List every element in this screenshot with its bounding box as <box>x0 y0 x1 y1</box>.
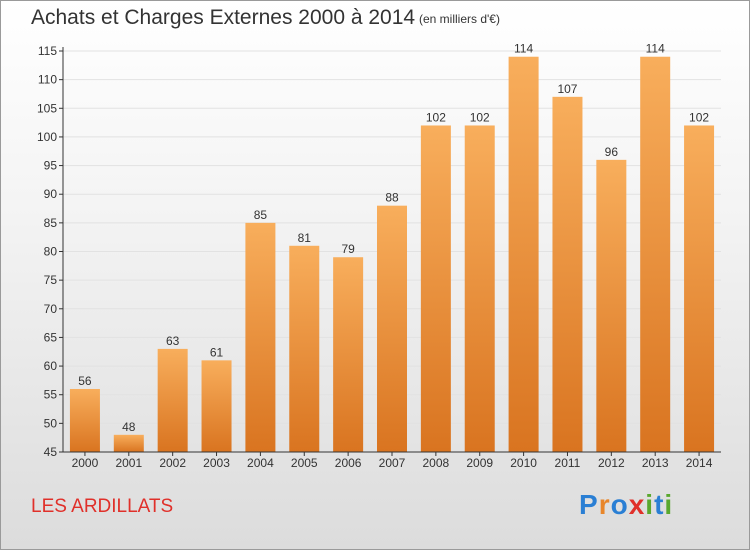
bar-value-label: 107 <box>557 82 577 96</box>
bar-value-label: 81 <box>298 231 312 245</box>
logo-letter: P <box>579 489 599 520</box>
bar-value-label: 102 <box>689 110 709 124</box>
bar <box>245 222 276 452</box>
x-tick-label: 2001 <box>115 456 142 470</box>
x-tick-label: 2005 <box>291 456 318 470</box>
logo-letter: o <box>610 489 629 520</box>
y-tick-label: 60 <box>44 359 58 373</box>
y-tick-label: 105 <box>37 101 57 115</box>
x-tick-label: 2013 <box>642 456 669 470</box>
x-tick-label: 2012 <box>598 456 625 470</box>
data-labels: 56 48 63 61 85 81 79 88 102 102 114 107 96 114 102 <box>78 42 709 434</box>
bar-value-label: 63 <box>166 334 180 348</box>
bar <box>420 125 451 452</box>
bar-value-label: 102 <box>426 110 446 124</box>
y-tick-label: 80 <box>44 245 58 259</box>
commune-name: LES ARDILLATS <box>31 496 174 517</box>
bar-value-label: 79 <box>341 242 355 256</box>
bar <box>69 388 100 452</box>
logo-letter: i <box>645 489 655 520</box>
y-tick-label: 90 <box>44 187 58 201</box>
chart-title: Achats et Charges Externes 2000 à 2014 <box>31 6 416 29</box>
bar <box>157 348 188 452</box>
bar-value-label: 85 <box>254 208 268 222</box>
y-tick-label: 55 <box>44 388 58 402</box>
bar <box>289 245 320 452</box>
y-tick-label: 45 <box>44 445 58 459</box>
bar-value-label: 102 <box>470 110 490 124</box>
x-tick-label: 2004 <box>247 456 274 470</box>
bar-value-label: 88 <box>385 191 399 205</box>
x-tick-label: 2011 <box>555 456 581 470</box>
x-tick-label: 2003 <box>203 456 230 470</box>
x-tick-label: 2007 <box>379 456 406 470</box>
bar <box>552 96 583 452</box>
logo-letter: r <box>598 489 611 520</box>
x-tick-label: 2008 <box>423 456 450 470</box>
y-tick-label: 110 <box>38 73 57 87</box>
bar <box>113 434 144 452</box>
bar <box>640 56 671 452</box>
bar-value-label: 56 <box>78 374 92 388</box>
y-tick-label: 115 <box>38 44 57 58</box>
bar <box>464 125 495 452</box>
chart-subtitle: (en milliers d'€) <box>419 12 500 26</box>
bar <box>333 257 364 452</box>
bar <box>377 205 407 452</box>
proxiti-logo: Proxiti <box>579 489 673 521</box>
y-tick-label: 100 <box>37 130 57 144</box>
y-tick-label: 70 <box>44 302 58 316</box>
bar-value-label: 48 <box>122 420 136 434</box>
logo-letter: i <box>664 489 674 520</box>
bar <box>508 56 539 452</box>
y-tick-label: 95 <box>44 159 58 173</box>
axes: 45 50 55 60 65 70 75 80 85 90 95 100 105 110 115 2000 20… <box>37 44 721 470</box>
x-tick-label: 2000 <box>72 456 99 470</box>
y-tick-label: 75 <box>44 273 58 287</box>
y-tick-label: 65 <box>44 330 58 344</box>
bar-value-label: 96 <box>605 145 619 159</box>
bar-value-label: 114 <box>514 42 533 56</box>
y-tick-label: 50 <box>44 416 58 430</box>
logo-letter: x <box>628 489 646 520</box>
bar <box>684 125 715 452</box>
y-tick-label: 85 <box>44 216 58 230</box>
logo-letter: t <box>654 489 665 520</box>
x-tick-label: 2010 <box>510 456 537 470</box>
bar-value-label: 114 <box>646 42 665 56</box>
x-tick-label: 2009 <box>466 456 493 470</box>
x-tick-label: 2002 <box>159 456 186 470</box>
bar-value-label: 61 <box>210 345 224 359</box>
x-tick-label: 2006 <box>335 456 362 470</box>
x-tick-label: 2014 <box>686 456 713 470</box>
bars <box>69 56 715 453</box>
bar <box>201 360 232 452</box>
bar <box>596 159 627 453</box>
